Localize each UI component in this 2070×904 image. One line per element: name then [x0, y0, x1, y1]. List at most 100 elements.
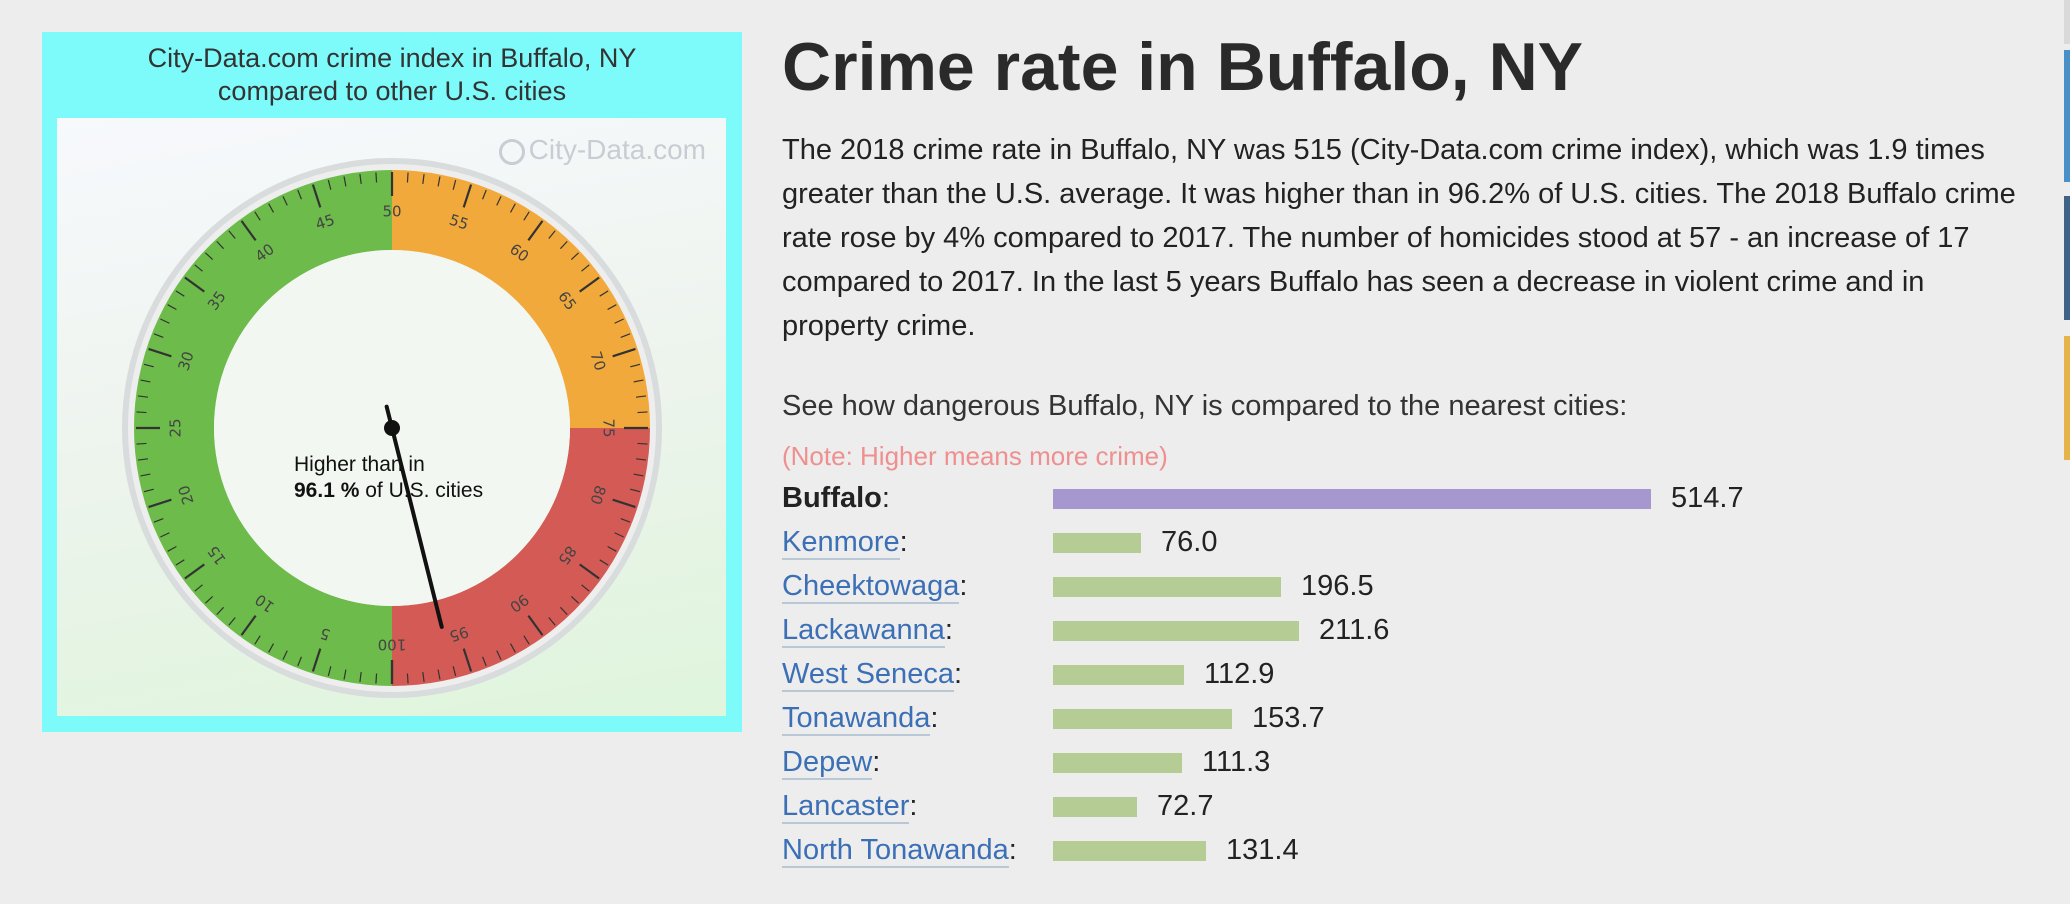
magnifier-logo-icon — [498, 138, 525, 165]
gauge-tick — [311, 648, 322, 672]
gauge-tick — [343, 669, 347, 680]
gauge-tick — [240, 615, 257, 636]
gauge-tick — [228, 617, 236, 626]
gauge-tick — [620, 518, 631, 523]
edge-strip — [2064, 50, 2070, 182]
gauge-tick — [607, 545, 617, 552]
city-link[interactable]: Tonawanda — [782, 702, 931, 736]
city-name: Buffalo — [782, 482, 882, 514]
city-label: West Seneca: — [782, 654, 962, 694]
gauge-tick — [452, 179, 457, 190]
city-link[interactable]: Lancaster — [782, 790, 910, 824]
gauge-tick — [614, 318, 624, 324]
edge-strip — [2064, 0, 2070, 44]
label-colon: : — [930, 702, 939, 734]
bar-row: West Seneca: 112.9 — [782, 654, 1982, 694]
gauge-scale-label: 100 — [378, 636, 407, 654]
gauge-tick — [437, 669, 441, 680]
gauge-needle-hub — [384, 420, 400, 436]
gauge-tick — [482, 656, 487, 667]
city-link[interactable]: North Tonawanda — [782, 834, 1009, 868]
gauge-tick — [137, 395, 149, 398]
gauge-tick — [482, 189, 487, 200]
gauge-tick — [630, 363, 641, 368]
label-colon: : — [959, 570, 968, 602]
bar-value-label: 153.7 — [1252, 702, 1325, 734]
label-colon: : — [909, 790, 918, 822]
gauge-tick — [140, 473, 151, 477]
edge-strip — [2064, 336, 2070, 460]
label-colon: : — [881, 482, 890, 514]
gauge-tick — [297, 189, 302, 200]
gauge-tick — [559, 240, 568, 250]
gauge-tick — [136, 411, 147, 414]
bar-row: Kenmore: 76.0 — [782, 522, 1982, 562]
gauge-tick — [282, 650, 288, 660]
bar-value-label: 76.0 — [1161, 526, 1218, 558]
gauge-tick — [268, 203, 275, 213]
gauge-tick — [599, 290, 609, 297]
gauge-tick — [548, 230, 556, 239]
gauge-tick — [143, 363, 154, 368]
gauge-tick — [635, 458, 647, 461]
gauge-tick — [635, 395, 647, 398]
gauge-tick — [548, 617, 556, 626]
gauge-red-band — [392, 428, 650, 686]
city-link[interactable]: Cheektowaga — [782, 570, 960, 604]
gauge-scale-label: 70 — [586, 349, 609, 373]
gauge-scale-label: 75 — [600, 418, 618, 437]
gauge-tick — [343, 176, 347, 187]
gauge-canvas: 5 10 15 20 25 30 35 40 45 50 55 60 65 70 75 80 85 90 95 100… — [57, 118, 726, 716]
gauge-scale-label: 95 — [447, 622, 471, 645]
bar-row: Cheektowaga: 196.5 — [782, 566, 1982, 606]
gauge-tick — [422, 173, 425, 185]
gauge-tick — [462, 648, 473, 672]
city-link[interactable]: West Seneca — [782, 658, 954, 692]
label-colon: : — [1008, 834, 1017, 866]
label-colon: : — [899, 526, 908, 558]
bar-value-label: 514.7 — [1671, 482, 1744, 514]
gauge-tick — [216, 240, 225, 250]
gauge-tick — [375, 172, 378, 183]
gauge-tick — [599, 559, 609, 566]
bar-row: Depew: 111.3 — [782, 742, 1982, 782]
gauge-scale-label: 50 — [382, 203, 401, 221]
label-colon: : — [953, 658, 963, 690]
compare-intro: See how dangerous Buffalo, NY is compare… — [782, 390, 1628, 422]
bar — [1053, 489, 1651, 509]
gauge-tick — [282, 196, 288, 206]
edge-strip — [2064, 196, 2070, 320]
gauge-tick — [204, 252, 214, 261]
city-link[interactable]: Depew — [782, 746, 873, 780]
watermark-text: City-Data.com — [528, 134, 706, 165]
gauge-tick — [633, 379, 644, 383]
bar-value-label: 72.7 — [1157, 790, 1214, 822]
city-data-watermark: City-Data.com — [498, 134, 706, 166]
city-label: Buffalo: — [782, 478, 890, 518]
gauge-tick — [630, 488, 641, 493]
label-colon: : — [944, 614, 953, 646]
gauge-tick — [559, 606, 568, 616]
gauge-tick — [311, 184, 322, 208]
gauge-tick — [496, 650, 502, 660]
gauge-tick — [136, 442, 147, 445]
bar-value-label: 211.6 — [1319, 614, 1390, 646]
gauge-tick — [153, 333, 164, 338]
gauge-tick — [254, 211, 261, 221]
city-label: Tonawanda: — [782, 698, 938, 738]
gauge-tick — [184, 276, 205, 293]
bar — [1053, 577, 1281, 597]
city-link[interactable]: Lackawanna — [782, 614, 945, 648]
city-label: Lancaster: — [782, 786, 917, 826]
bar-row: Lackawanna: 211.6 — [782, 610, 1982, 650]
gauge-tick — [240, 220, 257, 241]
page-title: Crime rate in Buffalo, NY — [782, 29, 1584, 105]
gauge-tick — [620, 333, 631, 338]
bar-value-label: 112.9 — [1204, 658, 1275, 690]
city-link[interactable]: Kenmore — [782, 526, 900, 560]
crime-index-gauge-panel: City-Data.com crime index in Buffalo, NY… — [42, 32, 742, 732]
bar — [1053, 621, 1299, 641]
gauge-tick — [167, 545, 177, 552]
gauge-tick — [268, 643, 275, 653]
gauge-tick — [570, 595, 580, 604]
